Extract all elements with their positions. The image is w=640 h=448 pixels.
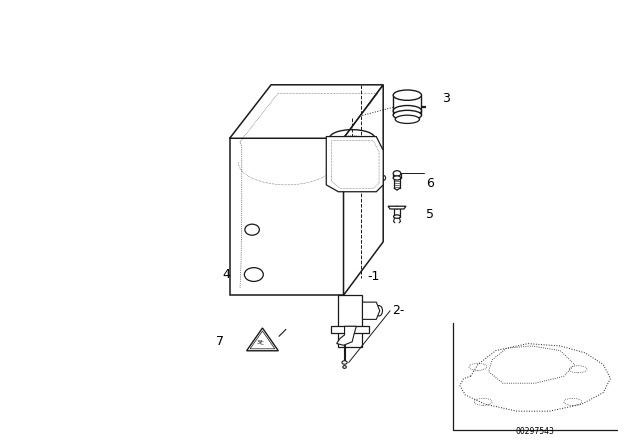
Polygon shape: [337, 326, 356, 345]
Polygon shape: [332, 326, 369, 333]
Text: 5: 5: [426, 208, 435, 221]
Text: 00297543: 00297543: [516, 426, 555, 435]
Polygon shape: [326, 137, 383, 192]
Polygon shape: [230, 85, 383, 138]
Ellipse shape: [393, 171, 401, 176]
Polygon shape: [388, 206, 406, 209]
Text: 2-: 2-: [392, 304, 404, 317]
Text: -1: -1: [367, 270, 380, 283]
Polygon shape: [246, 328, 278, 351]
Ellipse shape: [393, 106, 422, 116]
Ellipse shape: [393, 176, 401, 180]
Polygon shape: [339, 295, 362, 347]
Text: 6: 6: [426, 177, 434, 190]
Ellipse shape: [342, 361, 347, 364]
Ellipse shape: [393, 110, 422, 120]
Text: 7: 7: [216, 335, 224, 348]
Polygon shape: [344, 85, 383, 295]
Ellipse shape: [394, 215, 401, 218]
Polygon shape: [230, 138, 344, 295]
Text: 37: 37: [257, 340, 263, 345]
Ellipse shape: [393, 90, 422, 100]
Ellipse shape: [244, 267, 263, 281]
Ellipse shape: [396, 115, 419, 124]
Text: 3: 3: [442, 92, 450, 105]
Polygon shape: [362, 302, 380, 319]
Text: 4: 4: [223, 268, 230, 281]
Text: °C: °C: [259, 341, 265, 346]
Ellipse shape: [245, 224, 259, 235]
